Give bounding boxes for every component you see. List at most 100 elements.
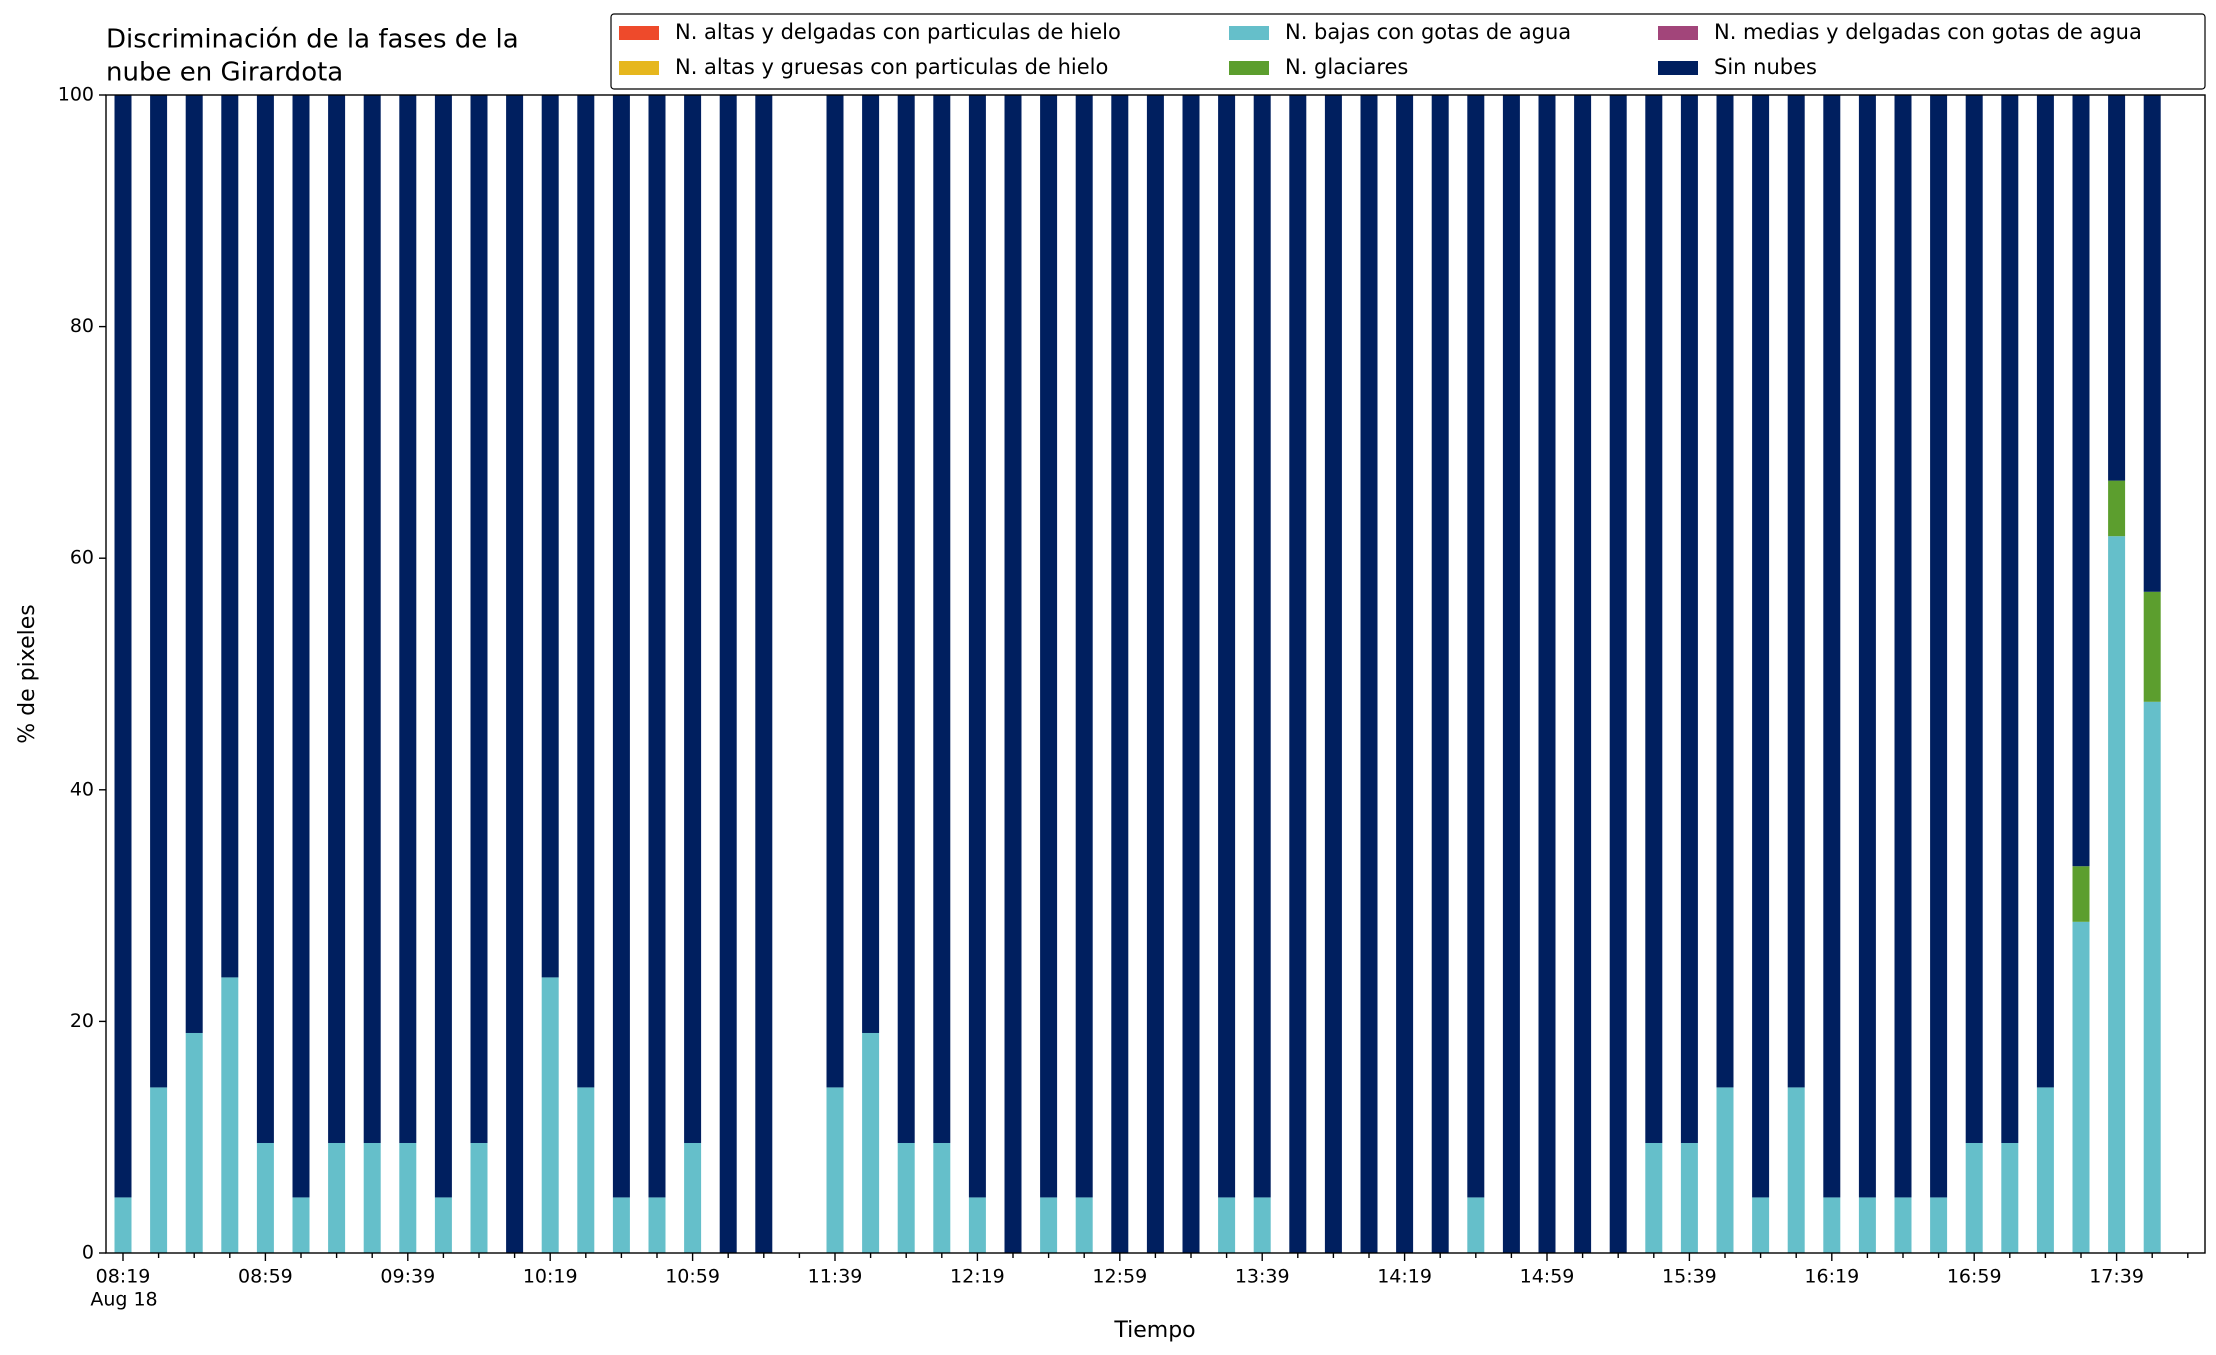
x-tick-label: 14:59	[1520, 1266, 1575, 1288]
bar-segment	[1075, 1197, 1093, 1253]
x-tick-label: 09:39	[380, 1266, 435, 1288]
legend-swatch	[1658, 26, 1698, 40]
bar-segment	[968, 1197, 986, 1253]
y-tick-label: 80	[70, 315, 94, 337]
bar-segment	[2072, 921, 2090, 1253]
legend-label: N. bajas con gotas de agua	[1285, 20, 1571, 44]
bar-segment	[1645, 1142, 1663, 1253]
bar-segment	[648, 95, 666, 1198]
bar-segment	[1609, 95, 1627, 1253]
legend-label: N. altas y gruesas con particulas de hie…	[675, 55, 1108, 79]
bar-segment	[1930, 95, 1948, 1198]
bar-segment	[221, 95, 239, 978]
y-tick-label: 40	[70, 778, 94, 800]
bar-segment	[862, 95, 880, 1033]
bar-segment	[684, 1142, 702, 1253]
bar-segment	[933, 1142, 951, 1253]
legend-label: N. altas y delgadas con particulas de hi…	[675, 20, 1121, 44]
x-tick-label: 10:59	[665, 1266, 720, 1288]
bar-segment	[933, 95, 951, 1143]
bar-segment	[897, 1142, 915, 1253]
chart-title: Discriminación de la fases de la	[106, 25, 519, 55]
bar-segment	[2001, 95, 2019, 1143]
bar-segment	[1680, 95, 1698, 1143]
bar-segment	[1182, 95, 1200, 1253]
bar-segment	[328, 1142, 346, 1253]
bar-segment	[506, 95, 524, 1253]
bar-segment	[1218, 95, 1236, 1198]
bar-segment	[1716, 95, 1734, 1088]
bar-segment	[1752, 1197, 1770, 1253]
bar-segment	[684, 95, 702, 1143]
bar-segment	[2072, 866, 2090, 922]
x-tick-label: 11:39	[808, 1266, 863, 1288]
y-tick-label: 100	[58, 84, 94, 106]
bar-segment	[1360, 95, 1378, 1253]
bar-segment	[1289, 95, 1307, 1253]
bar-segment	[292, 95, 310, 1198]
bar-segment	[1253, 1197, 1271, 1253]
bar-segment	[1823, 95, 1841, 1198]
bar-segment	[2108, 480, 2126, 537]
bar-segment	[897, 95, 915, 1143]
bar-segment	[612, 95, 630, 1198]
bar-segment	[1467, 95, 1485, 1198]
bar-segment	[1823, 1197, 1841, 1253]
bar-segment	[1502, 95, 1520, 1253]
bar-segment	[1396, 95, 1414, 1253]
legend-swatch	[1229, 26, 1269, 40]
bar-segment	[256, 95, 274, 1143]
bar-segment	[470, 1142, 488, 1253]
legend-swatch	[619, 26, 659, 40]
bar-segment	[1574, 95, 1592, 1253]
bar-segment	[1111, 95, 1129, 1253]
bar-segment	[1787, 1087, 1805, 1253]
bar-segment	[328, 95, 346, 1143]
bar-segment	[1253, 95, 1271, 1198]
bar-segment	[1431, 95, 1449, 1253]
bar-segment	[221, 977, 239, 1253]
bar-segment	[2143, 701, 2161, 1253]
bar-segment	[1930, 1197, 1948, 1253]
x-tick-label: 08:59	[238, 1266, 293, 1288]
x-tick-label: 15:39	[1662, 1266, 1717, 1288]
plot-frame	[105, 94, 2206, 1254]
legend-label: N. medias y delgadas con gotas de agua	[1714, 20, 2142, 44]
bar-segment	[1894, 95, 1912, 1198]
x-tick-label: 16:19	[1804, 1266, 1859, 1288]
y-axis-label: % de pixeles	[15, 604, 40, 743]
bar-segment	[648, 1197, 666, 1253]
bar-segment	[256, 1142, 274, 1253]
bar-segment	[2072, 95, 2090, 867]
bar-segment	[1680, 1142, 1698, 1253]
bar-segment	[1965, 1142, 1983, 1253]
bar-segment	[1645, 95, 1663, 1143]
x-tick-label: 10:19	[523, 1266, 578, 1288]
bar-segment	[2143, 591, 2161, 702]
bar-segment	[150, 95, 168, 1088]
legend-label: Sin nubes	[1714, 55, 1817, 79]
x-tick-label: 17:39	[2089, 1266, 2144, 1288]
bar-segment	[577, 1087, 595, 1253]
legend-swatch	[1229, 61, 1269, 75]
bar-segment	[1858, 1197, 1876, 1253]
bar-segment	[1075, 95, 1093, 1198]
bar-segment	[185, 1032, 203, 1253]
chart-title: nube en Girardota	[106, 58, 343, 88]
legend-swatch	[619, 61, 659, 75]
bar-segment	[541, 95, 559, 978]
bar-segment	[1040, 1197, 1058, 1253]
bar-segment	[434, 1197, 452, 1253]
bar-segment	[1467, 1197, 1485, 1253]
bar-segment	[541, 977, 559, 1253]
legend-label: N. glaciares	[1285, 55, 1408, 79]
bar-segment	[399, 95, 417, 1143]
bar-segment	[2143, 95, 2161, 592]
bar-segment	[862, 1032, 880, 1253]
x-axis-label: Tiempo	[1113, 1318, 1195, 1343]
bar-segment	[399, 1142, 417, 1253]
legend-swatch	[1658, 61, 1698, 75]
bar-segment	[719, 95, 737, 1253]
bar-segment	[1894, 1197, 1912, 1253]
